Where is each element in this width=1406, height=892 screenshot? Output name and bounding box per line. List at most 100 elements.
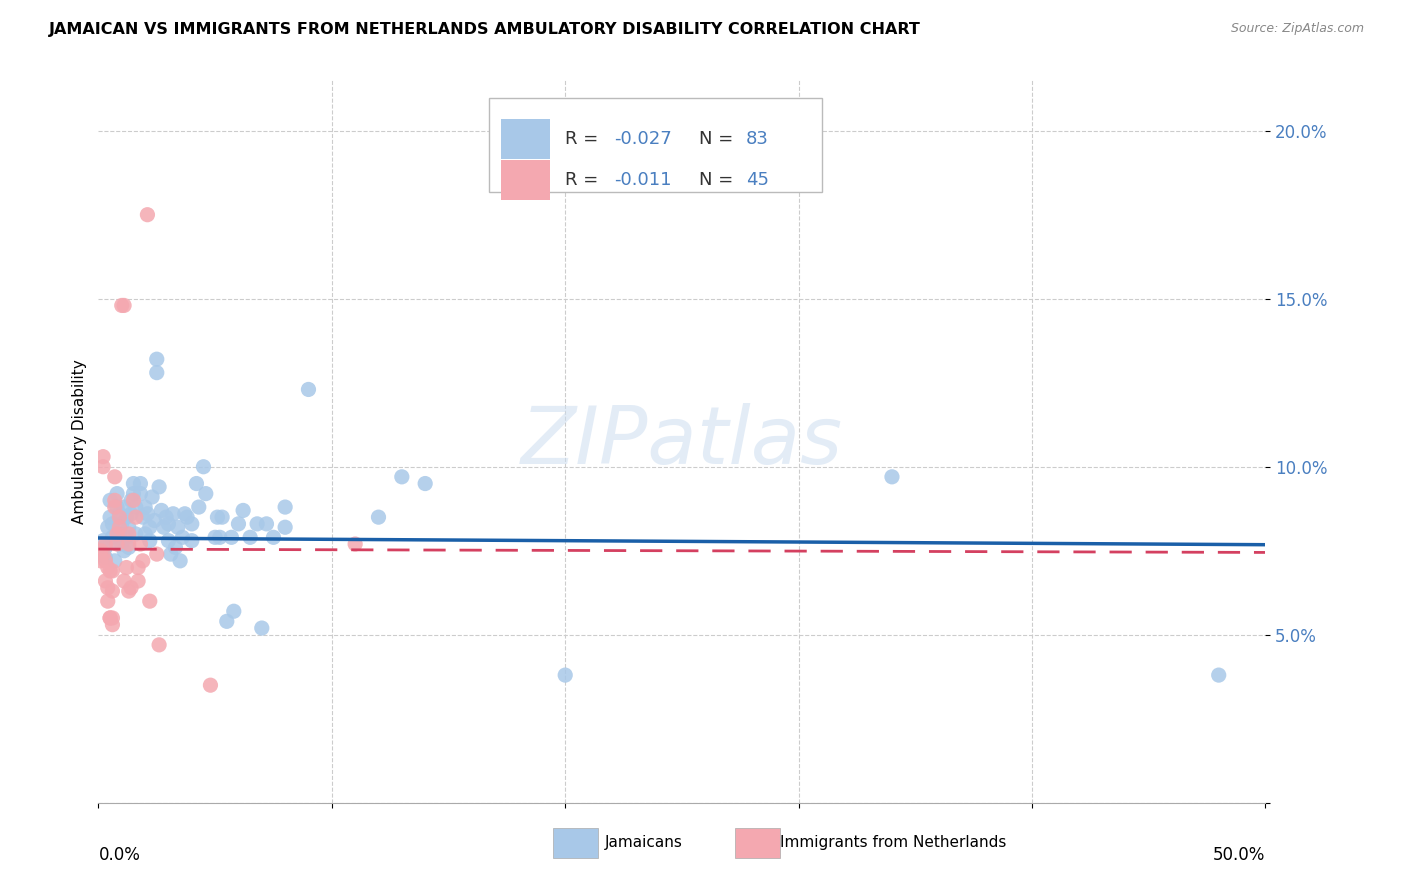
Text: Jamaicans: Jamaicans — [605, 836, 682, 850]
Point — [129, 537, 152, 551]
Point — [148, 480, 170, 494]
Point — [344, 537, 367, 551]
Point — [232, 503, 254, 517]
FancyBboxPatch shape — [489, 98, 823, 193]
Point — [98, 611, 121, 625]
Point — [554, 668, 576, 682]
Point — [112, 500, 135, 514]
Point — [115, 510, 138, 524]
Point — [274, 500, 297, 514]
FancyBboxPatch shape — [501, 160, 550, 201]
Point — [118, 584, 141, 599]
Point — [105, 537, 128, 551]
Point — [141, 490, 163, 504]
Point — [104, 533, 127, 548]
Point — [104, 493, 127, 508]
Point — [221, 530, 243, 544]
Point — [118, 537, 141, 551]
Point — [228, 516, 250, 531]
Point — [101, 530, 124, 544]
Point — [157, 533, 180, 548]
Point — [207, 510, 229, 524]
Point — [173, 507, 195, 521]
Point — [165, 541, 187, 555]
Point — [118, 527, 141, 541]
Point — [186, 476, 208, 491]
Point — [101, 564, 124, 578]
Point — [122, 476, 145, 491]
Y-axis label: Ambulatory Disability: Ambulatory Disability — [72, 359, 87, 524]
Point — [127, 560, 149, 574]
Point — [115, 560, 138, 574]
Point — [148, 638, 170, 652]
Point — [159, 547, 181, 561]
Point — [108, 507, 131, 521]
Point — [187, 500, 209, 514]
Point — [194, 486, 217, 500]
Point — [176, 510, 198, 524]
Point — [155, 510, 177, 524]
Text: -0.027: -0.027 — [614, 129, 672, 148]
Point — [118, 520, 141, 534]
Text: 83: 83 — [747, 129, 769, 148]
Point — [105, 527, 128, 541]
Point — [94, 541, 117, 555]
Point — [125, 500, 148, 514]
Point — [274, 520, 297, 534]
Point — [127, 574, 149, 588]
Point — [101, 617, 124, 632]
Text: R =: R = — [565, 129, 605, 148]
Point — [101, 516, 124, 531]
Point — [98, 611, 121, 625]
Text: ZIPatlas: ZIPatlas — [520, 402, 844, 481]
Point — [211, 510, 233, 524]
Point — [150, 503, 173, 517]
Point — [297, 383, 319, 397]
Point — [180, 516, 202, 531]
Point — [101, 611, 124, 625]
Point — [111, 298, 134, 312]
Point — [143, 514, 166, 528]
Point — [125, 527, 148, 541]
FancyBboxPatch shape — [501, 119, 550, 159]
Point — [108, 520, 131, 534]
Point — [169, 554, 191, 568]
Point — [90, 554, 112, 568]
Point — [122, 486, 145, 500]
Point — [250, 621, 273, 635]
Point — [94, 554, 117, 568]
Point — [129, 476, 152, 491]
Text: Source: ZipAtlas.com: Source: ZipAtlas.com — [1230, 22, 1364, 36]
Point — [91, 459, 114, 474]
Point — [134, 500, 156, 514]
Point — [115, 530, 138, 544]
Point — [94, 537, 117, 551]
Point — [91, 547, 114, 561]
Point — [104, 554, 127, 568]
Text: 45: 45 — [747, 171, 769, 189]
Point — [136, 507, 159, 521]
Point — [105, 500, 128, 514]
Text: N =: N = — [699, 171, 740, 189]
Point — [132, 554, 155, 568]
Point — [129, 486, 152, 500]
Point — [262, 530, 284, 544]
Point — [104, 470, 127, 484]
Point — [222, 604, 245, 618]
Point — [146, 352, 169, 367]
Point — [367, 510, 389, 524]
Text: N =: N = — [699, 129, 740, 148]
Point — [120, 493, 142, 508]
Point — [98, 564, 121, 578]
Point — [391, 470, 413, 484]
Point — [120, 581, 142, 595]
Point — [104, 500, 127, 514]
Point — [134, 527, 156, 541]
Point — [111, 537, 134, 551]
Point — [108, 510, 131, 524]
Point — [112, 543, 135, 558]
Point — [94, 574, 117, 588]
Point — [152, 520, 174, 534]
Point — [180, 533, 202, 548]
Point — [139, 594, 162, 608]
